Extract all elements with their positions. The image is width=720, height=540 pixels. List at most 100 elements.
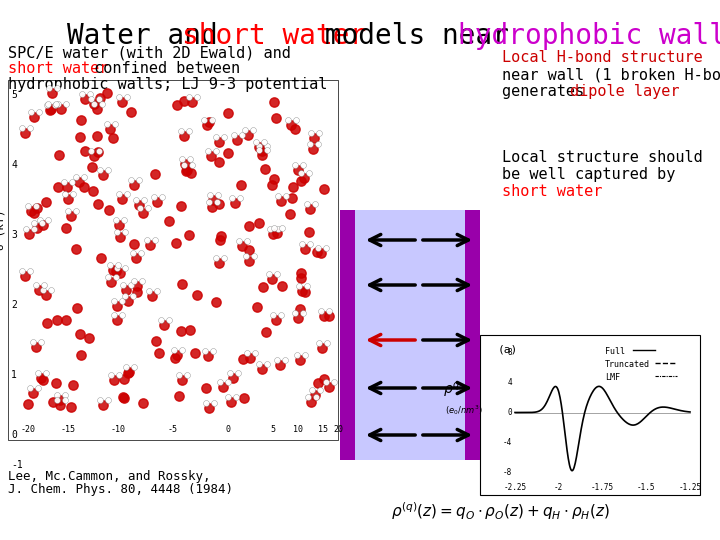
Point	[30, 201, 42, 210]
Point	[203, 198, 215, 206]
Point	[311, 248, 323, 256]
Point	[118, 394, 130, 403]
Point	[136, 276, 148, 285]
Point	[120, 363, 132, 372]
Point	[176, 280, 188, 288]
Text: 20: 20	[333, 425, 343, 434]
Point	[179, 159, 191, 168]
Point	[184, 231, 195, 240]
Point	[51, 391, 63, 400]
Point	[55, 105, 66, 113]
Point	[222, 109, 234, 117]
Point	[59, 391, 71, 400]
Point	[45, 104, 57, 113]
Point	[150, 170, 161, 178]
Point	[52, 100, 63, 109]
Point	[111, 215, 122, 224]
Point	[71, 303, 83, 312]
Point	[258, 282, 269, 291]
Point	[168, 345, 180, 354]
Point	[271, 315, 282, 324]
Point	[243, 131, 254, 140]
Point	[184, 154, 196, 163]
Point	[291, 350, 302, 359]
Text: 1: 1	[11, 370, 17, 380]
Point	[27, 338, 38, 347]
Point	[243, 221, 254, 230]
Point	[273, 225, 284, 234]
Point	[122, 296, 134, 305]
Point	[22, 201, 34, 210]
Point	[120, 292, 131, 300]
Point	[253, 218, 265, 227]
Point	[282, 116, 293, 125]
Point	[163, 316, 175, 325]
Point	[304, 205, 315, 213]
Point	[201, 399, 212, 408]
Text: near wall (1 broken H-bond): near wall (1 broken H-bond)	[502, 67, 720, 82]
Point	[207, 195, 218, 204]
Point	[117, 393, 129, 401]
Point	[312, 379, 323, 387]
Point	[192, 92, 203, 101]
Point	[189, 349, 201, 357]
Point	[40, 291, 52, 299]
Point	[328, 378, 339, 387]
Point	[137, 398, 148, 407]
Point	[280, 192, 292, 201]
Point	[48, 398, 59, 407]
Point	[24, 123, 35, 132]
Point	[116, 194, 127, 203]
Point	[271, 228, 282, 237]
Point	[150, 336, 161, 345]
Point	[120, 286, 131, 294]
Point	[236, 242, 248, 251]
Point	[320, 244, 332, 252]
Point	[102, 165, 114, 174]
Point	[307, 145, 319, 154]
Point	[318, 184, 330, 193]
Point	[179, 96, 190, 105]
Point	[211, 254, 222, 262]
Point	[133, 176, 145, 185]
Point	[261, 141, 273, 150]
Text: Truncated: Truncated	[605, 360, 650, 369]
Point	[125, 280, 136, 289]
Point	[274, 361, 286, 369]
Point	[233, 237, 245, 246]
Point	[60, 315, 71, 324]
Point	[88, 100, 99, 109]
Point	[110, 267, 122, 275]
Point	[109, 296, 120, 305]
Point	[222, 148, 233, 157]
Text: -2.25: -2.25	[503, 483, 526, 492]
Point	[51, 316, 63, 325]
Point	[138, 209, 149, 218]
Point	[114, 233, 126, 241]
Point	[171, 239, 182, 247]
Point	[251, 302, 263, 311]
Point	[176, 326, 187, 335]
Point	[88, 100, 99, 109]
Point	[30, 343, 42, 352]
Text: 2: 2	[11, 300, 17, 310]
Point	[113, 190, 125, 198]
Point	[61, 183, 73, 191]
Text: -20: -20	[20, 425, 35, 434]
Point	[290, 116, 302, 125]
Point	[130, 195, 142, 204]
Text: (a): (a)	[498, 345, 518, 355]
Point	[138, 195, 150, 204]
Point	[32, 368, 44, 377]
Point	[297, 309, 309, 318]
Point	[78, 183, 89, 192]
Point	[318, 374, 330, 383]
Point	[264, 225, 276, 234]
Point	[94, 165, 106, 174]
Point	[33, 108, 45, 117]
Text: 4: 4	[11, 160, 17, 170]
Point	[37, 221, 49, 230]
Point	[294, 356, 305, 364]
Point	[66, 212, 77, 220]
Text: models near: models near	[308, 22, 526, 50]
